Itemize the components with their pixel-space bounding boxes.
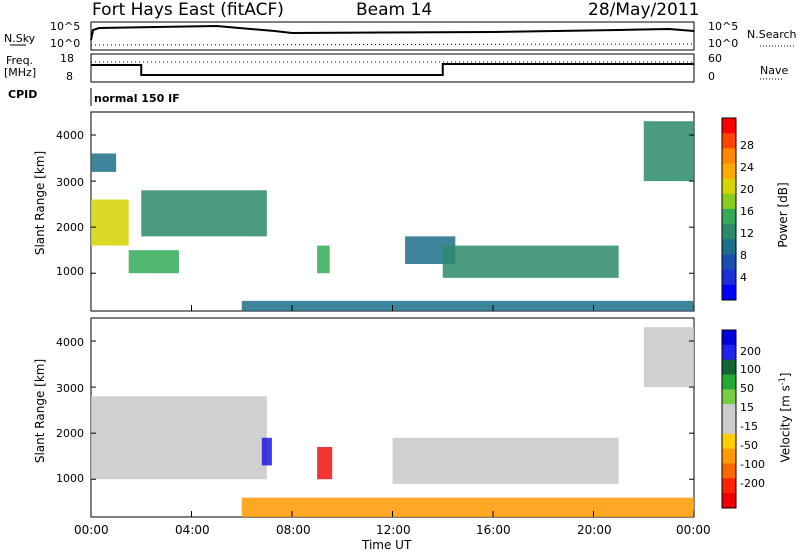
velocity-cbar-tick-50: 50 (740, 382, 754, 395)
power-cbar-tick-4: 4 (740, 271, 747, 284)
nave-label: Nave (760, 64, 789, 77)
power-cbar-tick-16: 16 (740, 205, 754, 218)
velocity-feature-1 (261, 437, 272, 466)
power-colorbar-segment (722, 148, 736, 164)
freq-tick-bottom: 8 (66, 70, 73, 83)
velocity-ytick-3000: 3000 (56, 382, 84, 395)
power-ytick-2000: 2000 (56, 221, 84, 234)
velocity-colorbar-segment (722, 344, 736, 361)
velocity-feature-4 (241, 497, 694, 517)
velocity-colorbar-segment (722, 463, 736, 479)
power-colorbar-segment (722, 178, 736, 195)
cpid-value: normal 150 IF (94, 92, 180, 105)
velocity-colorbar-frame (721, 329, 737, 509)
power-feature-4 (317, 245, 330, 274)
velocity-cbar-tick-200: 200 (740, 345, 761, 358)
freq-label-2: [MHz] (4, 66, 37, 79)
power-colorbar-segment (722, 133, 736, 149)
xtick-1600: 16:00 (476, 523, 511, 537)
power-colorbar-segment (722, 224, 736, 240)
nsearch-trace (90, 43, 695, 46)
nsearch-tick-top: 10^5 (708, 20, 739, 33)
power-ytick-3000: 3000 (56, 176, 84, 189)
power-feature-7 (643, 121, 694, 182)
xtick-1200: 12:00 (376, 523, 411, 537)
power-ytick-4000: 4000 (56, 129, 84, 142)
velocity-colorbar-segment (722, 493, 736, 509)
nsky-tick-bottom: 10^0 (50, 37, 81, 50)
velocity-colorbar-segment (722, 330, 736, 346)
velocity-colorbar-segment (722, 433, 736, 450)
power-colorbar-segment (722, 209, 736, 225)
xtick-0800: 08:00 (276, 523, 311, 537)
cpid-label: CPID (8, 88, 38, 101)
power-colorbar-frame (721, 117, 737, 301)
velocity-feature-3 (392, 437, 619, 484)
xtick-2400: 00:00 (676, 523, 711, 537)
velocity-feature-2 (317, 446, 333, 480)
date-title: 28/May/2011 (588, 0, 700, 20)
power-feature-3 (91, 153, 117, 172)
power-colorbar-segment (722, 239, 736, 255)
freq-trace (91, 63, 694, 76)
velocity-colorbar-segment (722, 359, 736, 375)
power-feature-8 (241, 300, 694, 311)
nsearch-tick-bottom: 10^0 (708, 37, 739, 50)
power-colorbar-segment (722, 163, 736, 180)
xtick-2000: 20:00 (577, 523, 612, 537)
power-colorbar-segment (722, 254, 736, 271)
nave-tick-top: 60 (708, 52, 722, 65)
velocity-cbar-tick-100: 100 (740, 363, 761, 376)
power-cbar-tick-28: 28 (740, 139, 754, 152)
velocity-colorbar-segment (722, 448, 736, 464)
power-feature-1 (128, 250, 179, 274)
velocity-cbar-tick-neg200: -200 (740, 477, 765, 490)
nsky-label: N.Sky (4, 32, 36, 45)
velocity-feature-0 (91, 396, 267, 480)
velocity-ytick-2000: 2000 (56, 427, 84, 440)
velocity-colorbar-segment (722, 389, 736, 405)
power-cbar-tick-8: 8 (740, 249, 747, 262)
freq-tick-top: 18 (60, 52, 74, 65)
velocity-colorbar-segment (722, 404, 736, 420)
velocity-colorbar-segment (722, 374, 736, 390)
power-colorbar-segment (722, 284, 736, 301)
freq-label-1: Freq. (6, 54, 34, 67)
power-feature-6 (442, 245, 619, 278)
power-feature-2 (141, 190, 267, 237)
nsky-tick-top: 10^5 (50, 20, 81, 33)
velocity-colorbar-segment (722, 478, 736, 494)
power-cbar-tick-20: 20 (740, 183, 754, 196)
nsearch-label: N.Search (747, 28, 797, 41)
xtick-0400: 04:00 (175, 523, 210, 537)
beam-title: Beam 14 (356, 0, 433, 20)
xtick-0000: 00:00 (74, 523, 109, 537)
velocity-cbar-tick-neg15: -15 (740, 420, 758, 433)
power-colorbar-segment (722, 193, 736, 210)
power-cbar-tick-12: 12 (740, 227, 754, 240)
velocity-ytick-1000: 1000 (56, 472, 84, 485)
power-colorbar-segment (722, 118, 736, 134)
velocity-colorbar-segment (722, 419, 736, 435)
power-colorbar-segment (722, 269, 736, 286)
velocity-feature-5 (643, 327, 694, 388)
velocity-ytick-4000: 4000 (56, 336, 84, 349)
nave-tick-bottom: 0 (708, 70, 715, 83)
power-feature-0 (91, 199, 129, 246)
power-ytick-1000: 1000 (56, 265, 84, 278)
xaxis-label: Time UT (362, 538, 412, 552)
nsky-trace (90, 24, 695, 41)
freq-panel-frame (90, 53, 695, 83)
radar-title: Fort Hays East (fitACF) (92, 0, 284, 20)
power-cbar-tick-24: 24 (740, 161, 754, 174)
velocity-cbar-tick-neg50: -50 (740, 439, 758, 452)
velocity-cbar-tick-15: 15 (740, 401, 754, 414)
velocity-cbar-tick-neg100: -100 (740, 458, 765, 471)
